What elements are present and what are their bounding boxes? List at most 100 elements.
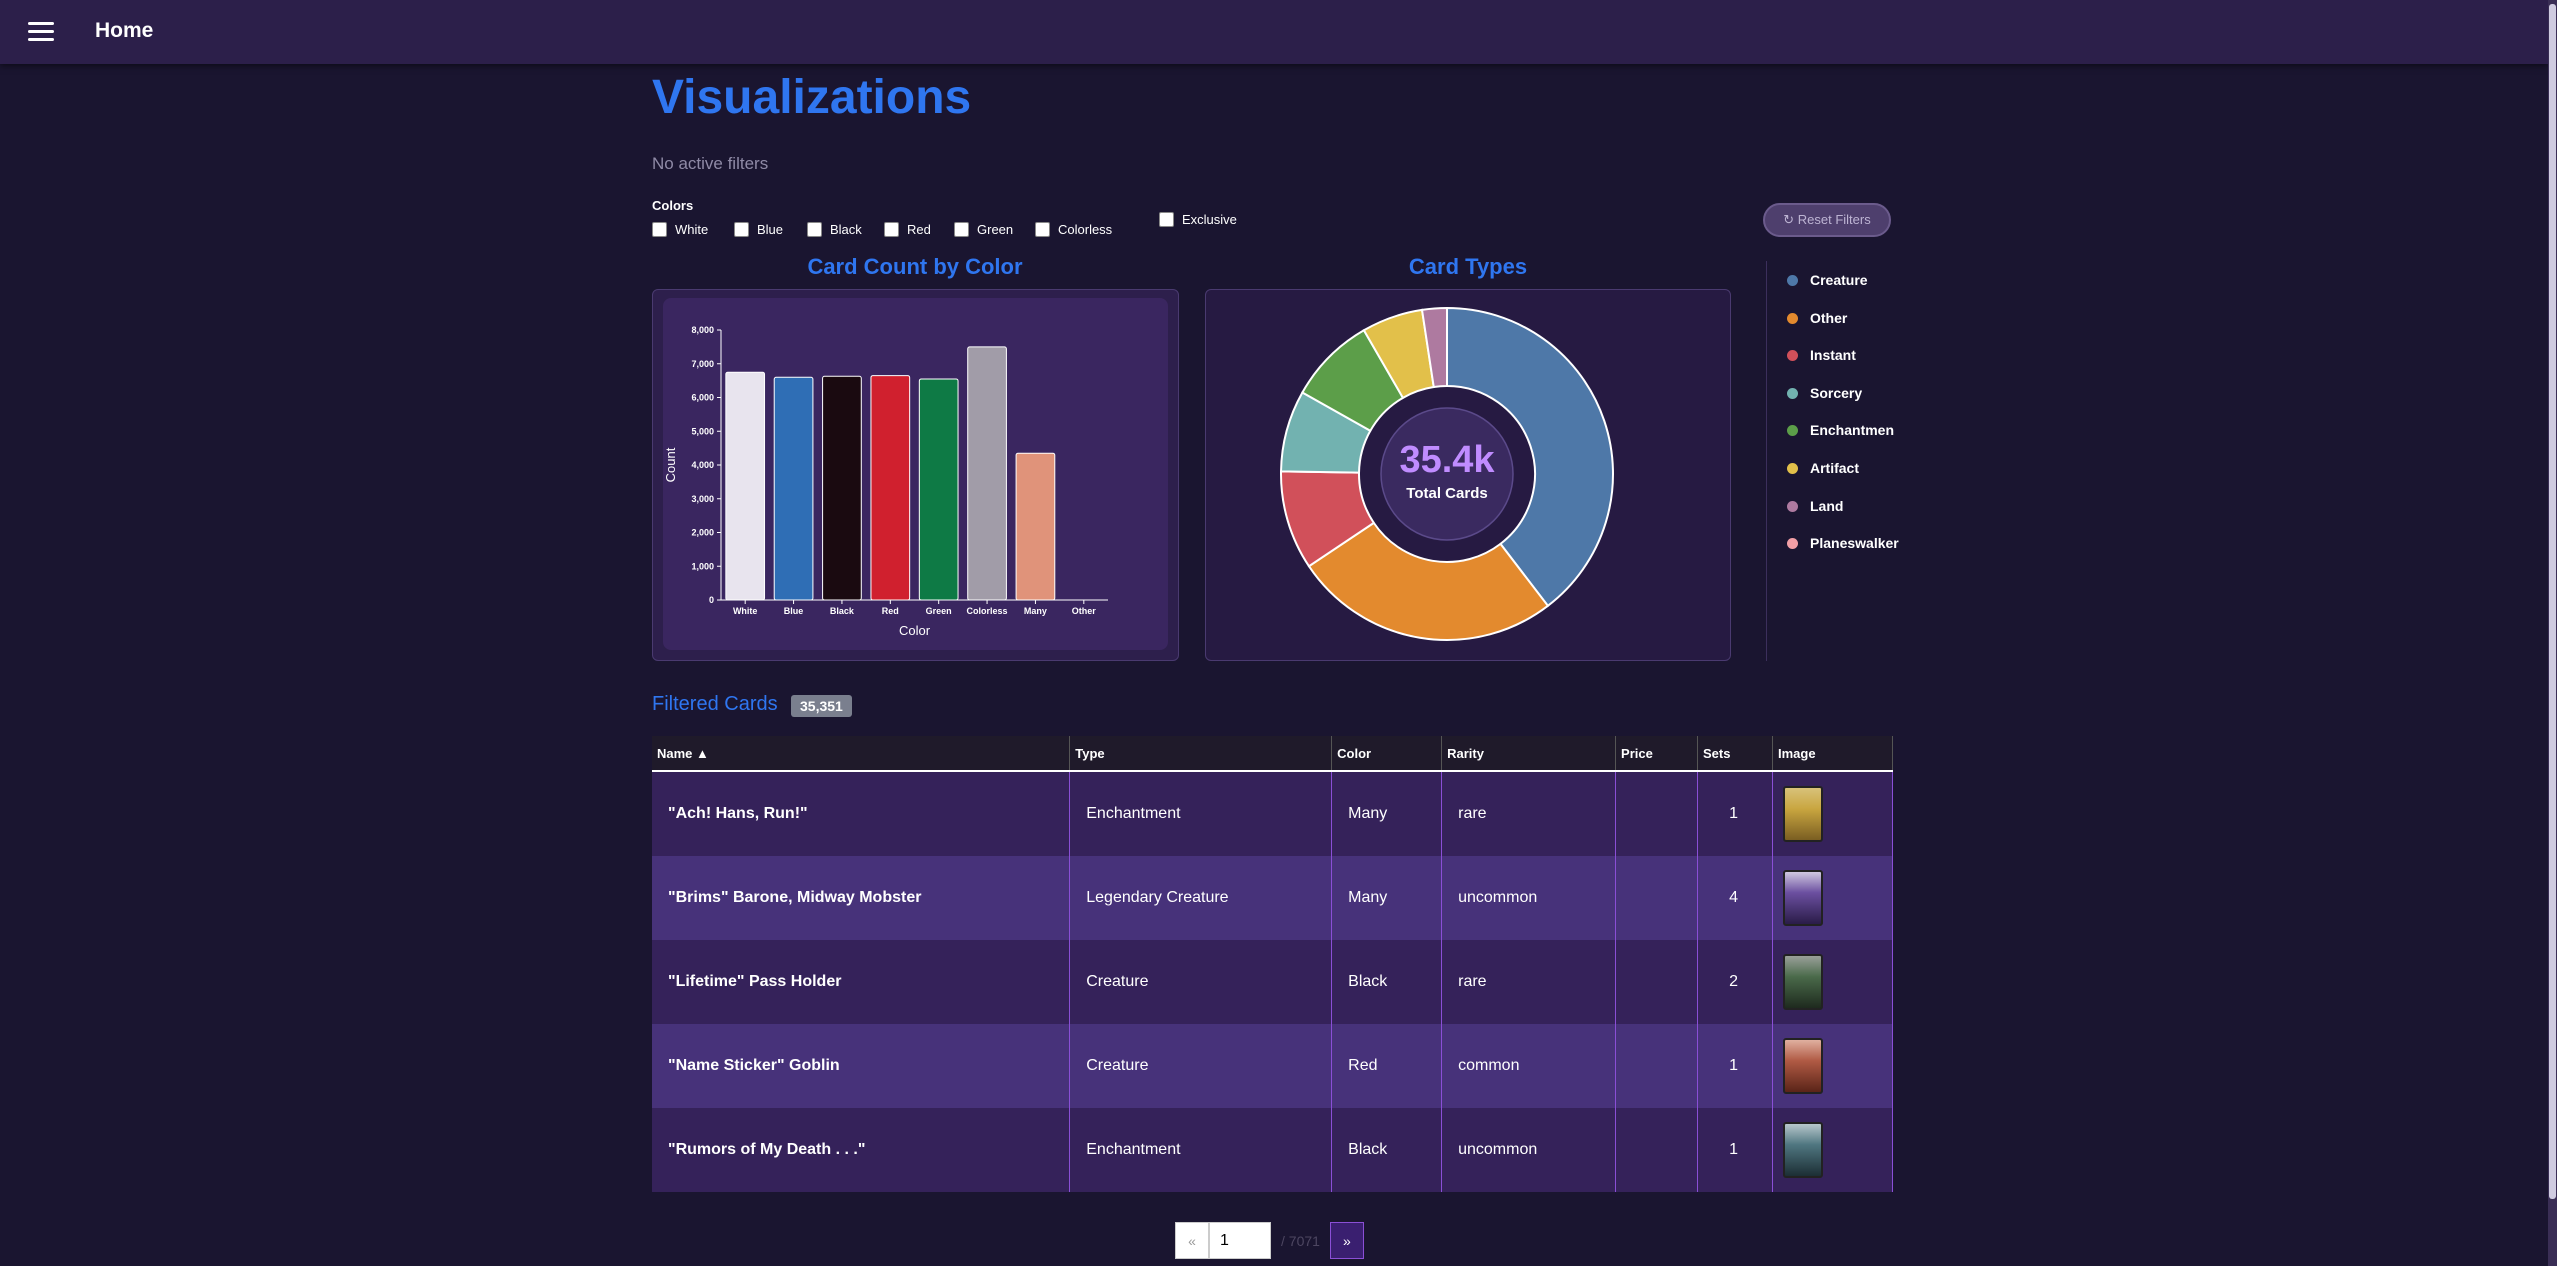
donut-center-circle xyxy=(1380,407,1514,541)
table-row[interactable]: "Brims" Barone, Midway Mobster Legendary… xyxy=(652,856,1893,940)
column-header-sets[interactable]: Sets xyxy=(1697,736,1773,772)
reset-filters-button[interactable]: ↻ Reset Filters xyxy=(1763,203,1891,237)
legend-item-land[interactable]: Land xyxy=(1787,498,1915,514)
bar-green xyxy=(918,378,959,601)
checkbox-box[interactable] xyxy=(954,222,969,237)
x-tick-label: Black xyxy=(830,606,855,616)
bar-red xyxy=(870,375,911,601)
y-tick-label: 4,000 xyxy=(691,460,714,470)
cell-name: "Ach! Hans, Run!" xyxy=(652,771,1071,856)
legend-dot xyxy=(1787,537,1798,549)
filter-colorless-checkbox[interactable]: Colorless xyxy=(1035,222,1112,237)
y-tick-label: 0 xyxy=(709,595,714,605)
donut-chart-title: Card Types xyxy=(1408,254,1528,279)
cell-color: Red xyxy=(1331,1024,1443,1108)
page-title: Visualizations xyxy=(652,71,972,124)
legend-item-sorcery[interactable]: Sorcery xyxy=(1787,385,1915,401)
checkbox-box[interactable] xyxy=(734,222,749,237)
slice-other xyxy=(1307,521,1550,641)
cards-count-badge: 35,351 xyxy=(791,695,852,717)
filter-white-checkbox[interactable]: White xyxy=(652,222,708,237)
legend-dot xyxy=(1787,387,1798,399)
cell-image xyxy=(1772,771,1893,856)
y-tick-label: 1,000 xyxy=(691,561,714,571)
total-cards-value: 35.4k xyxy=(1399,439,1495,481)
cell-color: Many xyxy=(1331,856,1443,940)
checkbox-box[interactable] xyxy=(807,222,822,237)
legend-item-instant[interactable]: Instant xyxy=(1787,347,1915,363)
prev-page-button[interactable]: « xyxy=(1175,1222,1209,1259)
top-navbar: Home xyxy=(0,0,2548,64)
legend-label: Sorcery xyxy=(1810,385,1863,401)
legend-label: Instant xyxy=(1810,347,1856,363)
bar-many xyxy=(1015,452,1056,601)
legend-item-other[interactable]: Other xyxy=(1787,310,1915,326)
cell-rarity: uncommon xyxy=(1441,856,1617,940)
card-thumbnail[interactable] xyxy=(1783,954,1823,1010)
column-header-color[interactable]: Color xyxy=(1331,736,1443,772)
card-thumbnail[interactable] xyxy=(1783,1122,1823,1178)
next-page-button[interactable]: » xyxy=(1329,1222,1364,1259)
menu-icon[interactable] xyxy=(28,22,54,42)
home-link[interactable]: Home xyxy=(95,19,154,42)
cell-image xyxy=(1772,1108,1893,1192)
cell-name: "Rumors of My Death . . ." xyxy=(652,1108,1071,1192)
cell-type: Legendary Creature xyxy=(1069,856,1333,940)
table-row[interactable]: "Ach! Hans, Run!" Enchantment Many rare … xyxy=(652,771,1893,856)
x-tick-label: Green xyxy=(926,606,952,616)
filter-blue-checkbox[interactable]: Blue xyxy=(734,222,783,237)
column-header-type[interactable]: Type xyxy=(1069,736,1333,772)
legend-dot xyxy=(1787,274,1798,286)
x-axis-label: Color xyxy=(899,623,931,638)
y-tick-label: 2,000 xyxy=(691,528,714,538)
filter-green-checkbox[interactable]: Green xyxy=(954,222,1013,237)
scrollbar-thumb[interactable] xyxy=(2549,4,2556,1199)
cell-sets: 1 xyxy=(1697,771,1773,856)
legend-label: Other xyxy=(1810,310,1848,326)
legend-item-enchantment[interactable]: Enchantmen xyxy=(1787,422,1915,438)
legend-label: Creature xyxy=(1810,272,1868,288)
y-tick-label: 3,000 xyxy=(691,494,714,504)
filter-red-checkbox[interactable]: Red xyxy=(884,222,931,237)
x-tick-label: Many xyxy=(1024,606,1047,616)
page-scrollbar[interactable] xyxy=(2548,0,2557,1266)
cell-type: Creature xyxy=(1069,940,1333,1024)
card-thumbnail[interactable] xyxy=(1783,1038,1823,1094)
checkbox-box[interactable] xyxy=(1159,212,1174,227)
x-tick-label: Colorless xyxy=(967,606,1008,616)
checkbox-box[interactable] xyxy=(652,222,667,237)
exclusive-checkbox[interactable]: Exclusive xyxy=(1159,212,1237,227)
card-thumbnail[interactable] xyxy=(1783,786,1823,842)
colors-filter-label: Colors xyxy=(652,198,694,213)
column-header-name[interactable]: Name ▲ xyxy=(652,736,1071,772)
card-thumbnail[interactable] xyxy=(1783,870,1823,926)
column-header-image[interactable]: Image xyxy=(1772,736,1893,772)
filter-black-checkbox[interactable]: Black xyxy=(807,222,862,237)
x-tick-label: White xyxy=(733,606,758,616)
y-tick-label: 8,000 xyxy=(691,325,714,335)
filtered-cards-title: Filtered Cards xyxy=(652,693,778,715)
table-row[interactable]: "Lifetime" Pass Holder Creature Black ra… xyxy=(652,940,1893,1024)
page-number-input[interactable]: 1 xyxy=(1209,1222,1271,1259)
column-header-rarity[interactable]: Rarity xyxy=(1441,736,1617,772)
table-header-row: Name ▲ Type Color Rarity Price Sets Imag… xyxy=(652,736,1893,772)
legend-dot xyxy=(1787,462,1798,474)
checkbox-box[interactable] xyxy=(884,222,899,237)
bar-colorless xyxy=(967,346,1007,601)
legend-label: Artifact xyxy=(1810,460,1860,476)
legend-item-artifact[interactable]: Artifact xyxy=(1787,460,1915,476)
cell-name: "Brims" Barone, Midway Mobster xyxy=(652,856,1071,940)
y-tick-label: 5,000 xyxy=(691,426,714,436)
checkbox-label: Black xyxy=(830,222,862,237)
table-row[interactable]: "Name Sticker" Goblin Creature Red commo… xyxy=(652,1024,1893,1108)
checkbox-box[interactable] xyxy=(1035,222,1050,237)
table-row[interactable]: "Rumors of My Death . . ." Enchantment B… xyxy=(652,1108,1893,1192)
legend-item-planeswalker[interactable]: Planeswalker xyxy=(1787,535,1915,551)
legend-dot xyxy=(1787,500,1798,512)
cell-image xyxy=(1772,1024,1893,1108)
checkbox-label: Colorless xyxy=(1058,222,1113,237)
legend-item-creature[interactable]: Creature xyxy=(1787,272,1915,288)
column-header-price[interactable]: Price xyxy=(1615,736,1699,772)
donut-chart: 35.4k Total Cards xyxy=(1280,306,1614,641)
donut-legend: Creature Other Instant Sorcery Enchantme… xyxy=(1766,261,1899,661)
